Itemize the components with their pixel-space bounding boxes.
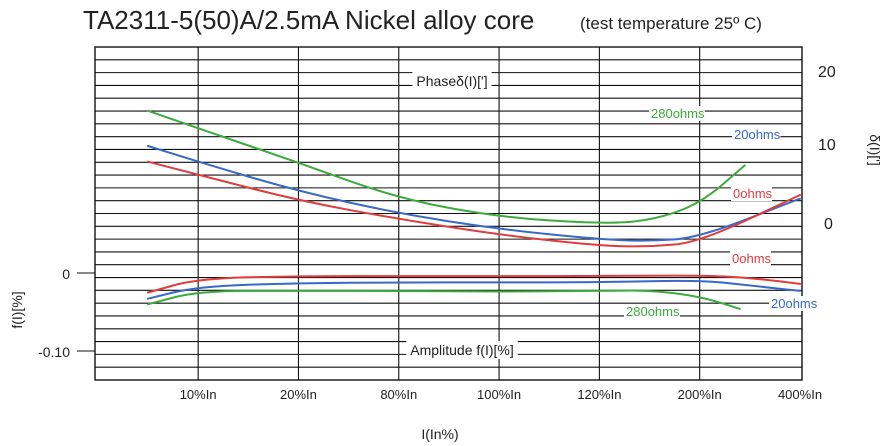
x-tick-labels: 10%In 20%In 80%In 100%In 120%In 200%In 400%In [180,387,822,402]
x-tick-label: 80%In [380,387,417,402]
amplitude-series-0ohms [147,274,801,294]
grid [77,46,803,381]
amplitude-label-0ohms-bg [730,251,771,266]
phase-panel-label: Phaseδ(I)['] [416,73,487,89]
amplitude-label-20ohms-bg [769,296,818,311]
phase-series-20ohms [147,145,801,242]
chart-title: TA2311-5(50)A/2.5mA Nickel alloy core [83,5,534,35]
phase-series-280ohms [147,109,746,224]
phase-series-0ohms [147,160,801,248]
x-tick-label: 120%In [577,387,621,402]
amplitude-label-280ohms: 280ohms [626,304,680,319]
phase-label-280ohms-bg [649,106,705,121]
x-tick-label: 200%In [678,387,722,402]
amplitude-label-280ohms-bg [624,304,680,319]
x-tick-label: 400%In [778,387,822,402]
amplitude-ytick-0: 0 [62,266,70,282]
phase-label-20ohms-bg [732,127,781,142]
x-tick-label: 100%In [477,387,521,402]
phase-ytick-0: 0 [824,216,833,233]
phase-label-0ohms-bg [731,186,772,201]
phase-label-280ohms: 280ohms [651,106,705,121]
amplitude-panel-label: Amplitude f(I)[%] [410,342,513,358]
series-layer [147,109,801,310]
x-tick-label: 20%In [280,387,317,402]
phase-panel-label-bg [412,72,492,90]
phase-y-axis-label: δ(I)['] [867,134,883,165]
phase-label-20ohms: 20ohms [734,127,781,142]
amplitude-label-20ohms: 20ohms [771,296,818,311]
label-layer: 280ohms 20ohms 0ohms 0ohms 20ohms 280ohms [624,106,818,319]
amplitude-y-axis-label: f(I)[%] [9,291,25,328]
phase-ytick-20: 20 [818,64,836,81]
x-axis-label: I(In%) [421,426,458,442]
amplitude-ytick-neg010: -0.10 [38,344,70,360]
amplitude-series-280ohms [147,289,741,310]
phase-label-0ohms: 0ohms [733,186,773,201]
amplitude-panel-label-bg [406,341,518,359]
phase-ytick-10: 10 [818,137,836,154]
chart-subtitle: (test temperature 25º C) [580,14,762,33]
amplitude-label-0ohms: 0ohms [732,251,772,266]
amplitude-series-20ohms [147,279,801,300]
x-tick-label: 10%In [180,387,217,402]
